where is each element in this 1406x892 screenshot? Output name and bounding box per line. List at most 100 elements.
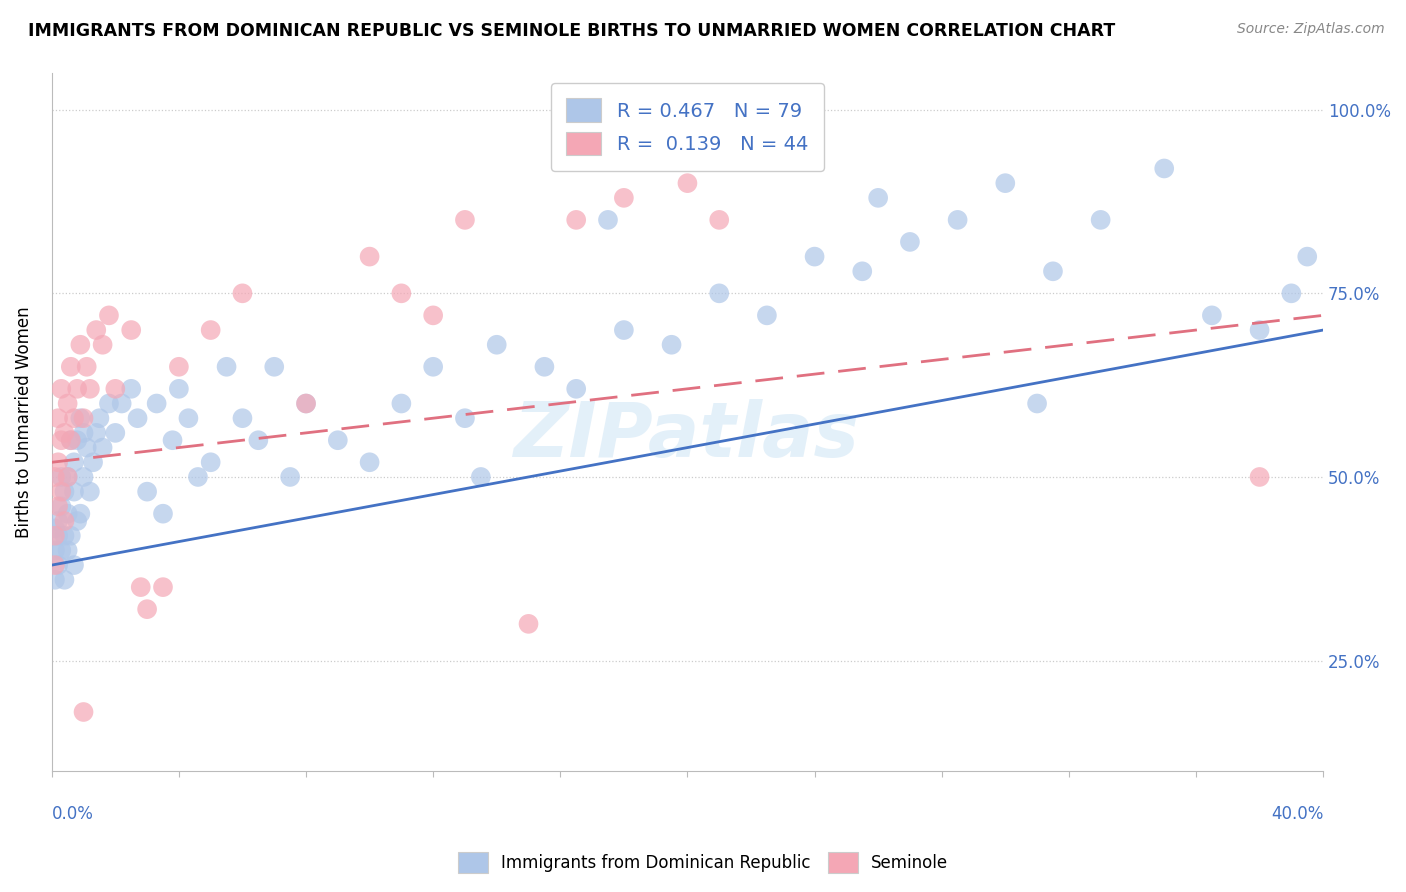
Point bbox=[69, 507, 91, 521]
Point bbox=[63, 411, 86, 425]
Point bbox=[59, 434, 82, 448]
Point bbox=[162, 434, 184, 448]
Point bbox=[111, 396, 134, 410]
Point bbox=[1042, 264, 1064, 278]
Point bbox=[868, 191, 890, 205]
Point bbox=[167, 359, 190, 374]
Point bbox=[709, 213, 731, 227]
Point bbox=[359, 250, 381, 264]
Point bbox=[470, 470, 492, 484]
Legend: R = 0.467   N = 79, R =  0.139   N = 44: R = 0.467 N = 79, R = 0.139 N = 44 bbox=[551, 83, 824, 171]
Point bbox=[53, 425, 76, 440]
Point bbox=[1201, 309, 1223, 323]
Point bbox=[247, 434, 270, 448]
Point bbox=[53, 573, 76, 587]
Point bbox=[152, 580, 174, 594]
Point bbox=[44, 529, 66, 543]
Point bbox=[613, 323, 636, 337]
Point bbox=[53, 514, 76, 528]
Point bbox=[295, 396, 318, 410]
Point bbox=[454, 213, 477, 227]
Point bbox=[51, 470, 73, 484]
Point bbox=[82, 455, 104, 469]
Point bbox=[1249, 470, 1271, 484]
Point bbox=[46, 558, 69, 573]
Point bbox=[613, 191, 636, 205]
Point bbox=[803, 250, 825, 264]
Point bbox=[129, 580, 152, 594]
Point bbox=[53, 484, 76, 499]
Point bbox=[91, 441, 114, 455]
Point bbox=[533, 359, 555, 374]
Point bbox=[127, 411, 149, 425]
Point bbox=[51, 434, 73, 448]
Point bbox=[851, 264, 873, 278]
Point bbox=[136, 484, 159, 499]
Point bbox=[51, 500, 73, 514]
Point bbox=[56, 507, 79, 521]
Point bbox=[66, 382, 89, 396]
Point bbox=[994, 176, 1017, 190]
Point bbox=[1296, 250, 1319, 264]
Point bbox=[295, 396, 318, 410]
Point bbox=[278, 470, 301, 484]
Point bbox=[152, 507, 174, 521]
Point bbox=[46, 529, 69, 543]
Point bbox=[231, 286, 253, 301]
Point bbox=[422, 359, 444, 374]
Point bbox=[44, 470, 66, 484]
Text: 0.0%: 0.0% bbox=[52, 805, 94, 823]
Point bbox=[485, 337, 508, 351]
Point bbox=[59, 529, 82, 543]
Point bbox=[76, 441, 98, 455]
Point bbox=[84, 323, 107, 337]
Point bbox=[1026, 396, 1049, 410]
Point bbox=[56, 470, 79, 484]
Point bbox=[200, 323, 222, 337]
Point bbox=[63, 484, 86, 499]
Point bbox=[69, 411, 91, 425]
Point bbox=[79, 484, 101, 499]
Point bbox=[517, 616, 540, 631]
Point bbox=[56, 543, 79, 558]
Point bbox=[177, 411, 200, 425]
Point bbox=[200, 455, 222, 469]
Point bbox=[187, 470, 209, 484]
Point bbox=[136, 602, 159, 616]
Point bbox=[66, 514, 89, 528]
Point bbox=[565, 382, 588, 396]
Text: 40.0%: 40.0% bbox=[1271, 805, 1323, 823]
Point bbox=[72, 705, 94, 719]
Legend: Immigrants from Dominican Republic, Seminole: Immigrants from Dominican Republic, Semi… bbox=[451, 846, 955, 880]
Point bbox=[97, 396, 120, 410]
Point bbox=[76, 359, 98, 374]
Point bbox=[120, 323, 142, 337]
Point bbox=[46, 514, 69, 528]
Point bbox=[326, 434, 349, 448]
Point bbox=[44, 573, 66, 587]
Point bbox=[359, 455, 381, 469]
Point bbox=[79, 382, 101, 396]
Point bbox=[1153, 161, 1175, 176]
Point bbox=[898, 235, 921, 249]
Point bbox=[51, 484, 73, 499]
Point bbox=[84, 425, 107, 440]
Point bbox=[389, 286, 412, 301]
Point bbox=[56, 470, 79, 484]
Point bbox=[44, 521, 66, 535]
Y-axis label: Births to Unmarried Women: Births to Unmarried Women bbox=[15, 306, 32, 538]
Point bbox=[263, 359, 285, 374]
Point bbox=[1090, 213, 1112, 227]
Point bbox=[46, 500, 69, 514]
Point bbox=[104, 425, 127, 440]
Point bbox=[389, 396, 412, 410]
Text: ZIPatlas: ZIPatlas bbox=[515, 399, 860, 473]
Point bbox=[565, 213, 588, 227]
Point bbox=[91, 337, 114, 351]
Point bbox=[46, 411, 69, 425]
Point bbox=[51, 382, 73, 396]
Point bbox=[72, 411, 94, 425]
Point bbox=[59, 359, 82, 374]
Text: IMMIGRANTS FROM DOMINICAN REPUBLIC VS SEMINOLE BIRTHS TO UNMARRIED WOMEN CORRELA: IMMIGRANTS FROM DOMINICAN REPUBLIC VS SE… bbox=[28, 22, 1115, 40]
Point bbox=[97, 309, 120, 323]
